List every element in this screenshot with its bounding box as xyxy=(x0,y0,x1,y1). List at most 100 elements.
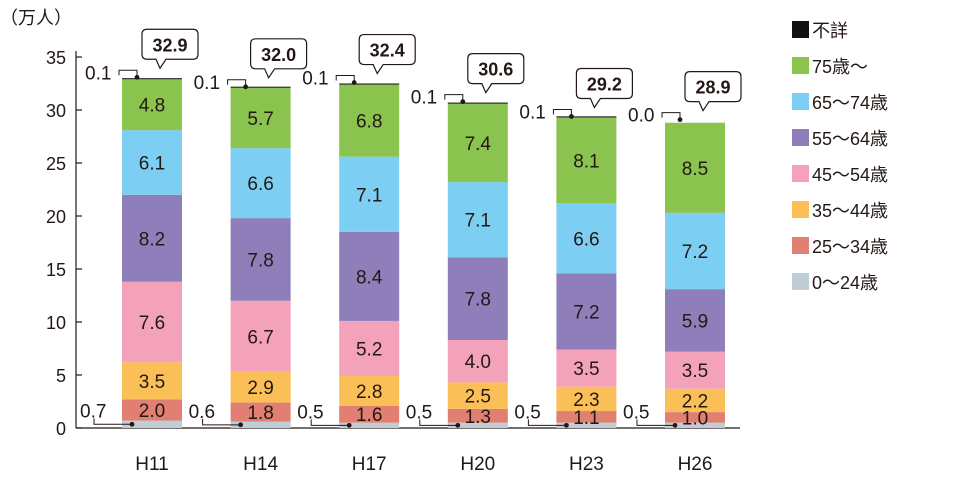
legend-label: 不詳 xyxy=(812,21,848,41)
bar-segment xyxy=(339,84,400,157)
legend-swatch xyxy=(792,129,809,146)
legend-label: 0～24歳 xyxy=(812,273,878,293)
bar-segment xyxy=(447,257,508,341)
y-tick-label: 0 xyxy=(56,419,66,439)
y-tick-label: 15 xyxy=(46,260,66,280)
segment-value-label: 7.8 xyxy=(247,250,273,271)
x-tick-label: H14 xyxy=(243,454,278,475)
x-tick-label: H11 xyxy=(135,454,168,475)
bar-segment xyxy=(447,102,508,104)
bar-segment xyxy=(230,421,291,428)
segment-value-label: 3.5 xyxy=(139,372,165,393)
bar-segment xyxy=(556,422,617,428)
callout-line xyxy=(310,419,350,426)
segment-value-label: 5.7 xyxy=(247,109,273,130)
segment-value-label: 4.0 xyxy=(465,352,491,373)
segment-value-label: 5.9 xyxy=(682,311,708,332)
bar-segment xyxy=(665,289,725,352)
segment-value-label: 0.1 xyxy=(194,73,220,94)
bar-segment xyxy=(556,349,617,387)
bar-segment xyxy=(122,281,182,363)
total-value-label: 32.4 xyxy=(370,41,405,61)
legend-swatch xyxy=(792,201,809,218)
bar-segment xyxy=(447,340,508,383)
data-labels: 2.0 3.5 7.6 8.2 6.1 4.8 0.7 0.1 32.9 1.8 2.9 6.7 7.8… xyxy=(80,28,742,429)
bar-segment xyxy=(665,351,725,389)
bar-segment xyxy=(122,362,182,400)
segment-value-label: 7.2 xyxy=(682,242,708,263)
segment-value-label: 2.0 xyxy=(139,401,165,422)
bar-segment xyxy=(230,218,291,301)
y-tick-label: 5 xyxy=(56,366,66,386)
bar-segment xyxy=(122,420,182,428)
legend-label: 45～54歳 xyxy=(812,165,888,185)
y-tick-label: 25 xyxy=(46,154,66,174)
bar-segment xyxy=(447,382,508,409)
segment-value-label: 0.7 xyxy=(80,401,106,422)
total-callout-box xyxy=(358,33,416,75)
bar-segment xyxy=(556,117,617,204)
bar-segment xyxy=(339,405,400,423)
bar-segment xyxy=(556,386,617,412)
callout-line xyxy=(661,112,681,120)
segment-value-label: 3.5 xyxy=(682,361,708,382)
total-callout-box xyxy=(684,71,742,112)
bar-segment xyxy=(339,422,400,428)
y-tick-label: 30 xyxy=(46,101,66,121)
segment-value-label: 7.1 xyxy=(356,185,382,206)
segment-value-label: 2.2 xyxy=(682,391,708,412)
callout-line xyxy=(636,419,675,426)
bar-segment xyxy=(665,122,725,213)
y-axis: 0 5 10 15 20 25 30 35 H11 H14 H17 H20 H23 H26 xyxy=(46,48,740,475)
segment-value-label: 2.5 xyxy=(465,387,491,408)
segment-value-label: 0.1 xyxy=(302,69,328,90)
callout-line xyxy=(335,75,355,83)
bar-segment xyxy=(122,79,182,131)
bar-segment xyxy=(665,212,725,290)
legend-label: 75歳～ xyxy=(812,57,868,77)
bar-segment xyxy=(665,412,725,423)
callout-line xyxy=(444,94,464,102)
bar-segment xyxy=(230,148,291,219)
bar-segment xyxy=(447,422,508,428)
segment-value-label: 0.5 xyxy=(297,402,323,423)
segment-value-label: 1.3 xyxy=(465,407,491,428)
bar-segment xyxy=(230,300,291,372)
bar-segment xyxy=(339,156,400,232)
bar-segment xyxy=(556,116,617,118)
total-value-label: 30.6 xyxy=(478,60,513,80)
legend-swatch xyxy=(792,237,809,254)
segment-value-label: 5.2 xyxy=(356,340,382,361)
y-axis-label: （万人） xyxy=(0,8,72,28)
bar-segment xyxy=(122,78,182,80)
bar-segment xyxy=(339,320,400,377)
bar-segment xyxy=(665,388,725,413)
segment-value-label: 6.1 xyxy=(139,153,165,174)
segment-value-label: 0.5 xyxy=(514,402,540,423)
total-value-label: 28.9 xyxy=(695,78,730,98)
bar-segment xyxy=(230,87,291,149)
legend-swatch xyxy=(792,21,809,38)
segment-value-label: 8.1 xyxy=(573,151,599,172)
legend: 不詳 75歳～ 65～74歳 55～64歳 45～54歳 35～44歳 25～34歳 0～24… xyxy=(792,21,888,293)
segment-value-label: 2.8 xyxy=(356,382,382,403)
segment-value-label: 0.1 xyxy=(411,88,437,109)
total-callout-box xyxy=(575,67,633,109)
bar-segment xyxy=(230,86,291,88)
segment-value-label: 4.8 xyxy=(139,96,165,117)
segment-value-label: 7.8 xyxy=(465,290,491,311)
legend-label: 65～74歳 xyxy=(812,93,888,113)
bar-segment xyxy=(447,408,508,423)
callout-line xyxy=(202,418,241,426)
callout-line xyxy=(227,79,247,87)
segment-value-label: 0.1 xyxy=(519,102,545,123)
bar-segment xyxy=(122,399,182,421)
total-value-label: 32.0 xyxy=(261,45,296,65)
segment-value-label: 8.4 xyxy=(356,267,383,288)
x-tick-label: H23 xyxy=(569,454,604,475)
legend-swatch xyxy=(792,165,809,182)
segment-value-label: 1.6 xyxy=(356,405,382,426)
segment-value-label: 7.1 xyxy=(465,211,491,232)
bar-segment xyxy=(556,411,617,423)
